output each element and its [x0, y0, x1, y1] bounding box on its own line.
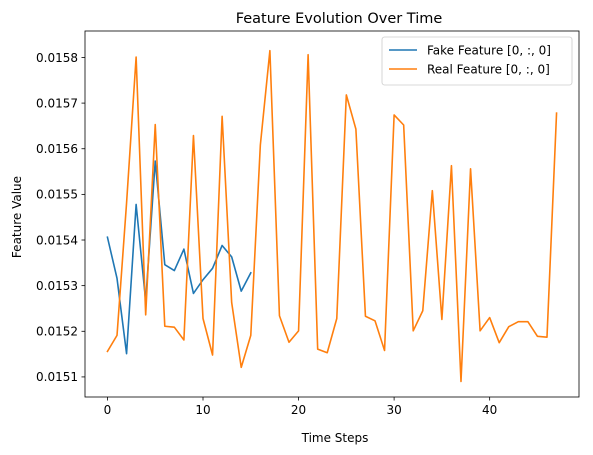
- y-tick-label: 0.0151: [36, 370, 78, 384]
- legend-box: [381, 36, 573, 86]
- y-tick-label: 0.0154: [36, 233, 78, 247]
- y-tick-label: 0.0156: [36, 142, 78, 156]
- legend: Fake Feature [0, :, 0] Real Feature [0, :…: [381, 36, 573, 86]
- y-tick-label: 0.0158: [36, 51, 78, 65]
- series-line-real-feature: [106, 49, 558, 383]
- plot-frame: [84, 30, 580, 398]
- y-tick-label: 0.0153: [36, 279, 78, 293]
- y-tick-label: 0.0155: [36, 188, 78, 202]
- legend-label: Real Feature [0, :, 0]: [427, 62, 550, 76]
- x-axis-title: Time Steps: [301, 431, 369, 445]
- y-axis-title: Feature Value: [10, 176, 24, 258]
- plot-area: [84, 30, 580, 398]
- y-tick-label: 0.0157: [36, 96, 78, 110]
- x-tick-label: 10: [195, 403, 210, 417]
- x-axis-ticks: 0 10 20 30 40: [104, 397, 497, 417]
- y-axis-ticks: 0.0151 0.0152 0.0153 0.0154 0.0155 0.0156 0.01…: [36, 51, 85, 384]
- legend-label: Fake Feature [0, :, 0]: [427, 43, 551, 57]
- chart-title: Feature Evolution Over Time: [236, 11, 443, 27]
- series-layer: [106, 49, 558, 383]
- series-line-fake-feature: [106, 160, 252, 355]
- x-tick-label: 40: [482, 403, 497, 417]
- y-tick-label: 0.0152: [36, 325, 78, 339]
- x-tick-label: 20: [291, 403, 306, 417]
- x-tick-label: 30: [386, 403, 401, 417]
- x-tick-label: 0: [104, 403, 112, 417]
